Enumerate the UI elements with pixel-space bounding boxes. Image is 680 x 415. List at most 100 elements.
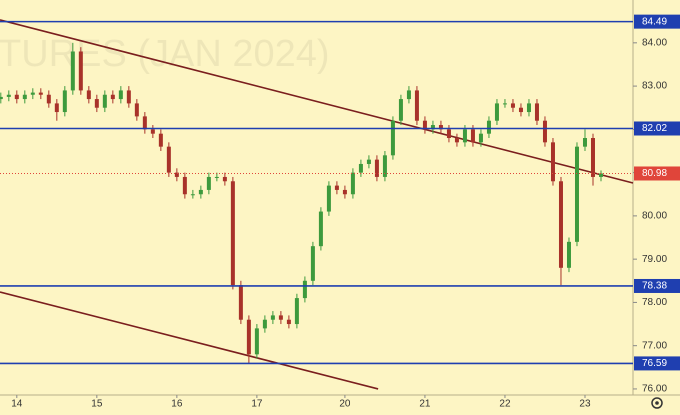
- candle-body: [174, 172, 179, 177]
- level-label-box: [634, 121, 680, 136]
- candle-body: [286, 319, 291, 325]
- candle-body: [502, 103, 507, 105]
- candle-body: [358, 163, 363, 173]
- candle-body: [294, 298, 299, 325]
- settings-hub[interactable]: [655, 401, 659, 405]
- candle-body: [526, 103, 531, 113]
- candle-body: [478, 133, 483, 143]
- level-label: 82.02: [642, 123, 667, 134]
- candle-body: [262, 319, 267, 329]
- trend-line: [0, 291, 379, 390]
- candle-body: [78, 51, 83, 91]
- candle-body: [166, 146, 171, 173]
- candle-body: [582, 138, 587, 147]
- trend-line: [0, 19, 634, 184]
- level-label: 76.59: [642, 358, 667, 369]
- candle-body: [462, 129, 467, 143]
- x-tick-label: 15: [91, 399, 103, 410]
- x-tick-label: 21: [419, 399, 431, 410]
- candle-body: [566, 241, 571, 268]
- candle-body: [46, 94, 51, 104]
- x-tick-label: 14: [11, 399, 23, 410]
- candle-body: [158, 133, 163, 147]
- candle-body: [406, 90, 411, 100]
- candle-body: [214, 176, 219, 178]
- candle-body: [334, 185, 339, 190]
- settings-gear[interactable]: [651, 397, 663, 409]
- y-tick-label: 83.00: [642, 81, 667, 92]
- candle-body: [22, 94, 27, 100]
- candle-body: [110, 94, 115, 100]
- candle-body: [510, 103, 515, 108]
- candle-body: [38, 92, 43, 95]
- candle-body: [550, 142, 555, 182]
- candle-body: [238, 285, 243, 320]
- candle-body: [422, 120, 427, 130]
- candle-body: [518, 107, 523, 113]
- candle-body: [590, 138, 595, 177]
- candle-body: [598, 173, 603, 177]
- candle-body: [198, 189, 203, 195]
- candle-body: [70, 51, 75, 91]
- level-label-box: [634, 356, 680, 371]
- candle-body: [414, 90, 419, 121]
- x-tick-label: 20: [339, 399, 351, 410]
- candle-body: [446, 129, 451, 139]
- watermark: TURES (JAN 2024): [0, 33, 330, 75]
- x-tick-label: 16: [171, 399, 183, 410]
- candle-body: [382, 155, 387, 177]
- candle-body: [558, 181, 563, 268]
- candle-body: [486, 120, 491, 134]
- candle-body: [390, 120, 395, 156]
- candle-body: [14, 94, 19, 100]
- candle-body: [62, 90, 67, 113]
- y-tick-label: 84.00: [642, 37, 667, 48]
- candle-body: [86, 90, 91, 100]
- candle-body: [470, 129, 475, 143]
- candle-body: [350, 172, 355, 195]
- candle-body: [398, 99, 403, 121]
- candle-body: [206, 176, 211, 190]
- candle-body: [30, 92, 35, 95]
- candle-body: [302, 280, 307, 299]
- candle-body: [0, 96, 3, 100]
- last-price-box: [634, 166, 680, 181]
- level-label-box: [634, 278, 680, 293]
- candle-body: [270, 315, 275, 320]
- candle-body: [430, 125, 435, 130]
- y-tick-label: 80.00: [642, 211, 667, 222]
- candle-body: [222, 176, 227, 182]
- y-tick-label: 78.00: [642, 297, 667, 308]
- y-tick-label: 76.00: [642, 384, 667, 395]
- candle-body: [278, 315, 283, 320]
- settings-icon[interactable]: [651, 397, 663, 409]
- y-tick-label: 77.00: [642, 340, 667, 351]
- candle-body: [454, 138, 459, 143]
- x-tick-label: 23: [579, 399, 591, 410]
- candle-body: [246, 319, 251, 355]
- candle-body: [342, 189, 347, 195]
- candle-body: [254, 328, 259, 355]
- candle-body: [438, 125, 443, 130]
- x-tick-label: 17: [251, 399, 263, 410]
- level-label-box: [634, 14, 680, 29]
- candle-body: [318, 211, 323, 247]
- candle-body: [494, 103, 499, 121]
- candle-body: [134, 103, 139, 117]
- candle-body: [142, 116, 147, 130]
- candle-body: [326, 185, 331, 212]
- candle-body: [150, 129, 155, 134]
- y-tick-label: 79.00: [642, 254, 667, 265]
- candle-body: [54, 103, 59, 113]
- candle-body: [574, 146, 579, 242]
- candle-body: [182, 176, 187, 195]
- candle-body: [542, 120, 547, 143]
- candle-body: [126, 90, 131, 104]
- x-tick-label: 22: [499, 399, 511, 410]
- candle-body: [230, 181, 235, 286]
- candle-body: [94, 99, 99, 108]
- candle-body: [102, 94, 107, 108]
- candle-body: [374, 159, 379, 177]
